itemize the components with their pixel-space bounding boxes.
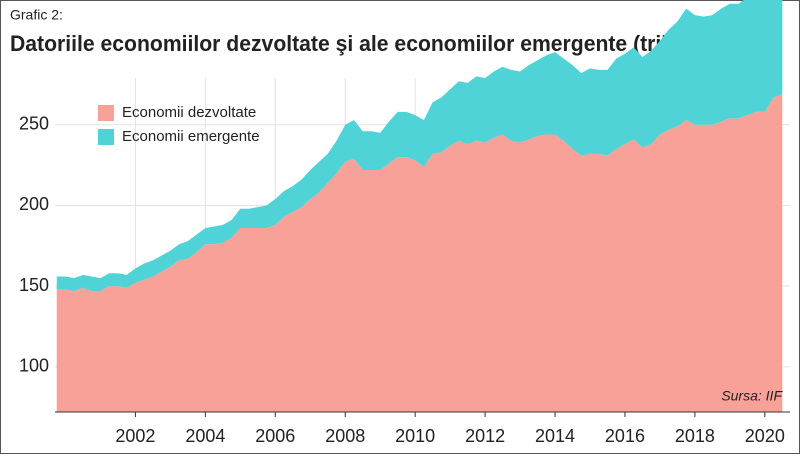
area [56,0,783,291]
annotation: Sursa: IIF [721,388,783,404]
x-tick-label: 2014 [535,426,575,446]
x-tick-label: 2010 [395,426,435,446]
y-tick-label: 200 [19,194,49,214]
legend-swatch [98,105,114,121]
x-tick-label: 2004 [185,426,225,446]
legend-label: Economii dezvoltate [122,104,256,121]
y-tick-label: 100 [19,356,49,376]
x-tick-label: 2020 [745,426,785,446]
chart-label: Grafic 2: [10,7,63,23]
x-tick-label: 2006 [255,426,295,446]
x-tick-label: 2008 [325,426,365,446]
x-tick-label: 2016 [605,426,645,446]
x-tick-label: 2012 [465,426,505,446]
area [56,94,783,413]
y-tick-label: 150 [19,275,49,295]
y-tick-label: 250 [19,114,49,134]
legend-label: Economii emergente [122,128,260,145]
x-tick-label: 2002 [115,426,155,446]
x-tick-label: 2018 [675,426,715,446]
legend-swatch [98,129,114,145]
